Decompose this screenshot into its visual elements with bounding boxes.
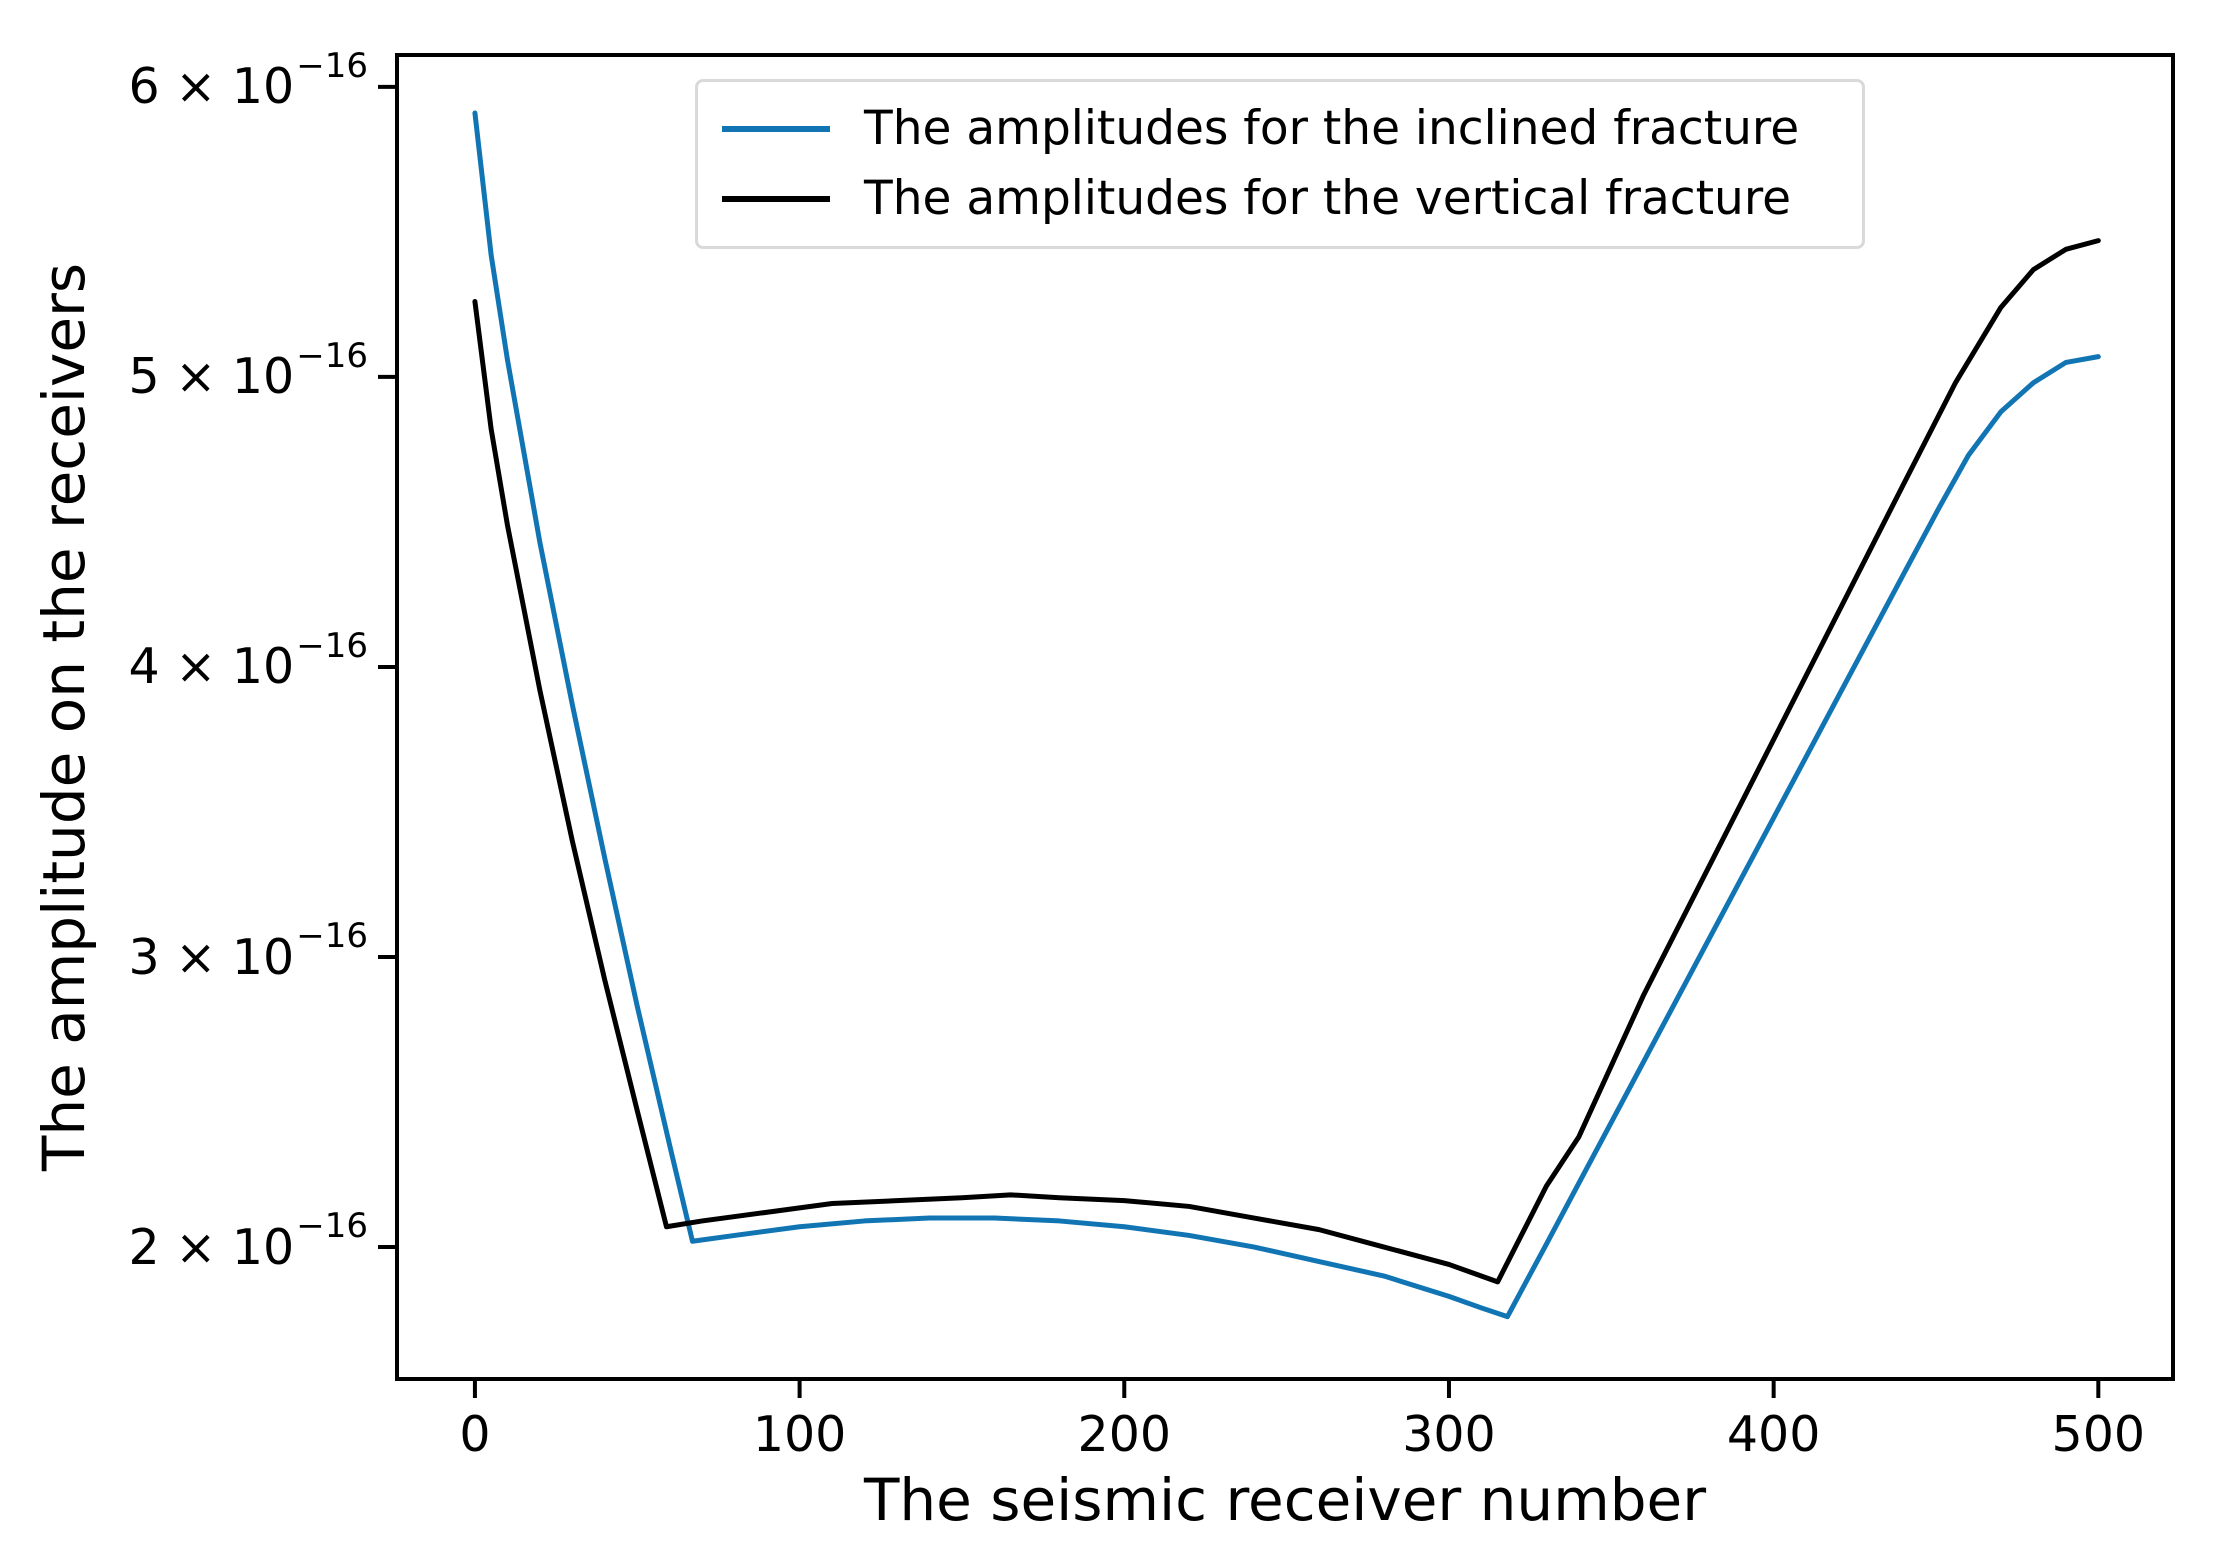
x-axis-label: The seismic receiver number: [863, 1466, 1707, 1534]
y-tick-mantissa: 6 × 10: [128, 58, 295, 116]
x-tick-label: 500: [2051, 1406, 2146, 1463]
y-tick-label: 4 × 10 −16: [8, 626, 369, 701]
y-tick-exponent: −16: [296, 335, 368, 376]
y-tick-exponent: −16: [296, 915, 368, 956]
y-tick-exponent: −16: [296, 625, 368, 666]
legend-item: The amplitudes for the vertical fracture: [698, 170, 1862, 226]
tick-marks: [378, 84, 2101, 1398]
vertical-fracture-line: [472, 238, 2101, 1285]
y-tick-mantissa: 5 × 10: [128, 348, 295, 406]
legend-label: The amplitudes for the vertical fracture: [864, 170, 1792, 226]
legend-swatch-inclined: [722, 125, 830, 132]
y-tick-mantissa: 4 × 10: [128, 638, 295, 696]
y-tick-exponent: −16: [296, 45, 368, 86]
legend-label: The amplitudes for the inclined fracture: [864, 100, 1800, 156]
plot-border: [395, 53, 2175, 1381]
legend-item: The amplitudes for the inclined fracture: [698, 100, 1862, 156]
x-tick-label: 100: [752, 1406, 847, 1463]
y-tick-mantissa: 3 × 10: [128, 928, 295, 986]
legend-swatch-vertical: [722, 196, 830, 202]
y-tick-label: 6 × 10 −16: [8, 46, 369, 121]
y-tick-label: 3 × 10 −16: [8, 916, 369, 991]
x-tick-label: 200: [1077, 1406, 1172, 1463]
y-tick-exponent: −16: [296, 1205, 368, 1246]
x-tick-label: 0: [459, 1406, 491, 1463]
y-tick-label: 5 × 10 −16: [8, 336, 369, 411]
series-lines: [472, 110, 2101, 1320]
x-tick-label: 400: [1726, 1406, 1821, 1463]
x-tick-label: 300: [1402, 1406, 1496, 1463]
legend: The amplitudes for the inclined fracture…: [695, 79, 1865, 249]
y-tick-mantissa: 2 × 10: [128, 1218, 295, 1276]
inclined-fracture-line: [472, 110, 2101, 1320]
y-tick-label: 2 × 10 −16: [8, 1206, 369, 1281]
